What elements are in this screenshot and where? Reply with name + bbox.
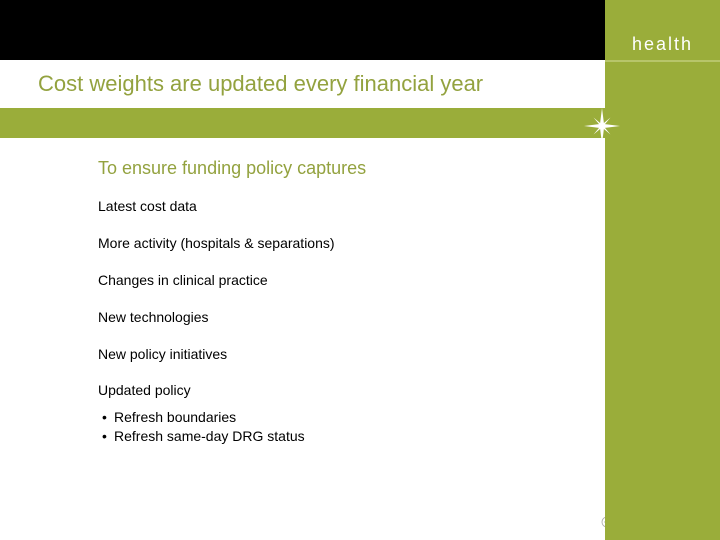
slide-title: Cost weights are updated every financial… — [38, 71, 483, 97]
body-item: Latest cost data — [98, 197, 578, 216]
sub-bullet: •Refresh boundaries — [98, 408, 578, 427]
body-item: Changes in clinical practice — [98, 271, 578, 290]
starburst-icon — [584, 108, 620, 144]
right-brand-column: health — [605, 0, 720, 540]
slide: Cost weights are updated every financial… — [0, 0, 720, 540]
right-column-divider — [605, 60, 720, 62]
body-item: New policy initiatives — [98, 345, 578, 364]
updated-policy-heading: Updated policy — [98, 381, 578, 400]
body-item: More activity (hospitals & separations) — [98, 234, 578, 253]
sub-bullet: •Refresh same-day DRG status — [98, 427, 578, 446]
subheading: To ensure funding policy captures — [98, 158, 578, 179]
content-area: To ensure funding policy captures Latest… — [98, 158, 578, 446]
sub-bullet-text: Refresh boundaries — [114, 409, 236, 425]
body-item: New technologies — [98, 308, 578, 327]
sub-bullet-text: Refresh same-day DRG status — [114, 428, 305, 444]
brand-label: health — [605, 34, 720, 55]
